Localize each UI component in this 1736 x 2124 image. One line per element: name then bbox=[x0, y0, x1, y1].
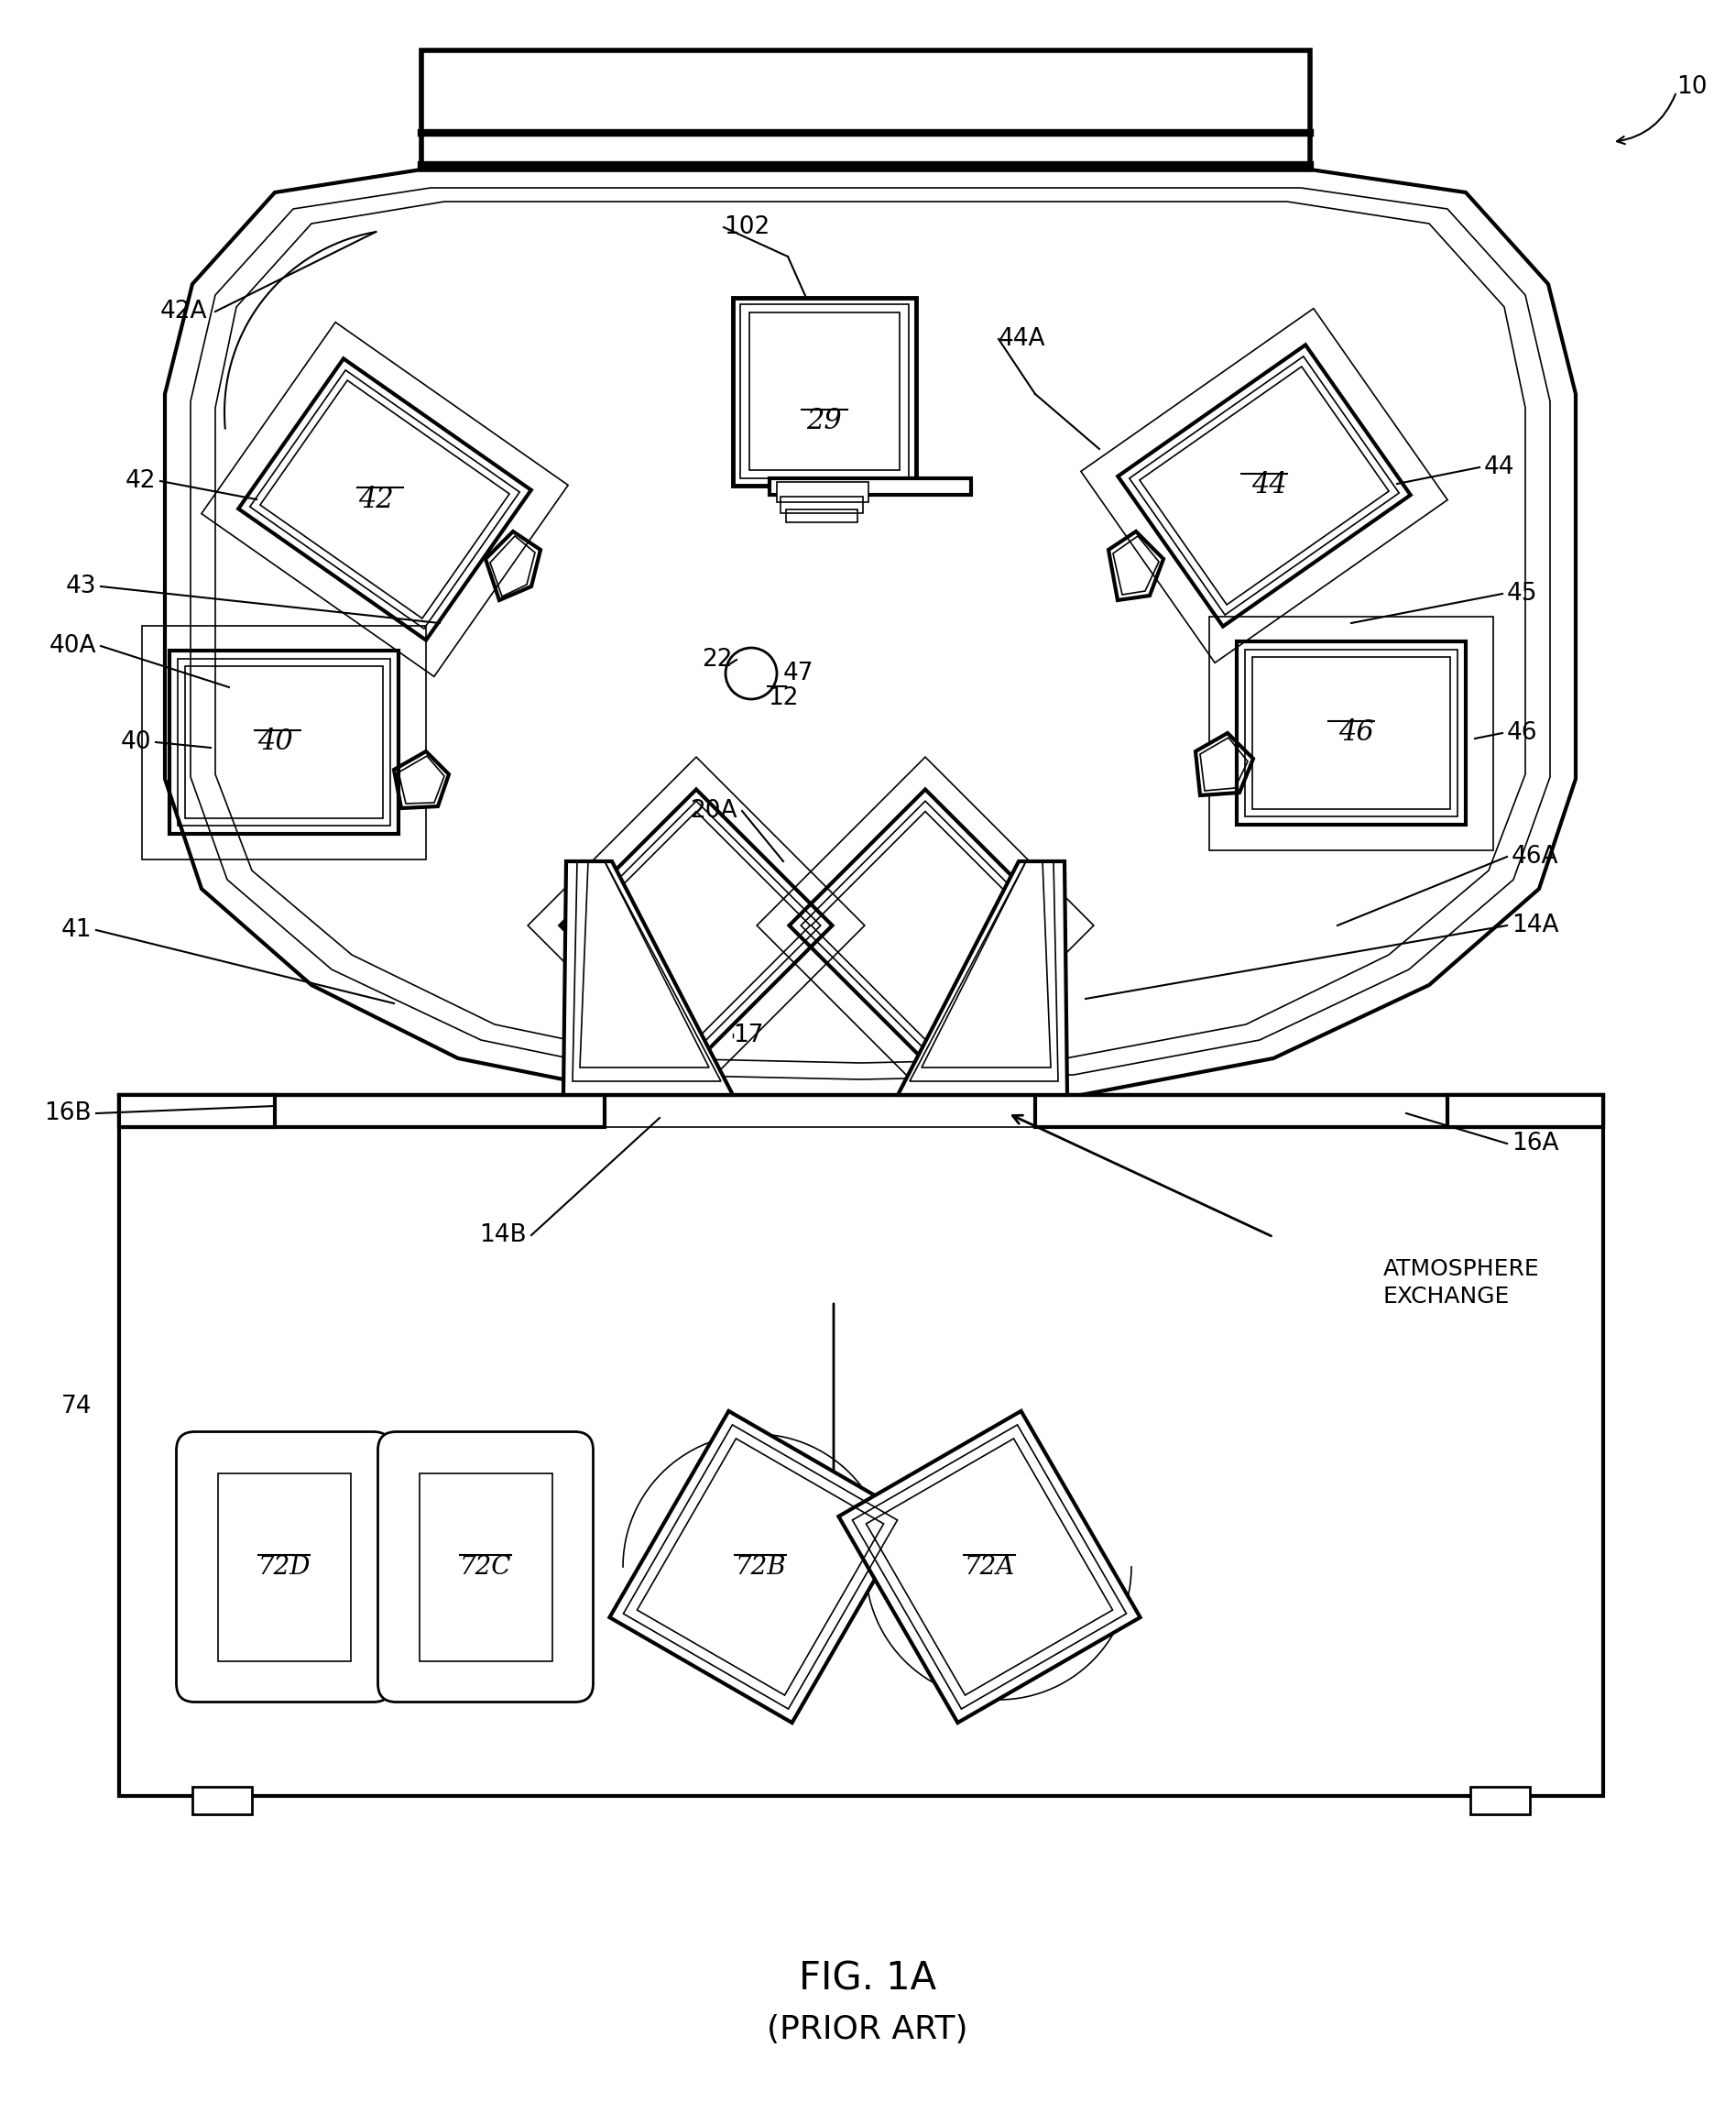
Bar bbox=[418, 1472, 552, 1661]
FancyBboxPatch shape bbox=[177, 1432, 392, 1701]
Bar bbox=[1448, 1096, 1602, 1128]
Text: 40: 40 bbox=[120, 731, 151, 754]
Text: 42: 42 bbox=[358, 484, 394, 514]
Text: (PRIOR ART): (PRIOR ART) bbox=[767, 2014, 969, 2045]
Polygon shape bbox=[564, 862, 733, 1096]
Bar bbox=[120, 1096, 1602, 1797]
Bar bbox=[120, 1096, 604, 1128]
Polygon shape bbox=[1196, 733, 1253, 794]
Text: 29: 29 bbox=[807, 408, 842, 435]
Bar bbox=[750, 312, 899, 469]
Polygon shape bbox=[838, 1410, 1141, 1723]
Text: 41: 41 bbox=[61, 918, 92, 941]
Text: FIG. 1A: FIG. 1A bbox=[799, 1960, 936, 1999]
Text: 16A: 16A bbox=[1512, 1132, 1559, 1155]
Text: 42A: 42A bbox=[160, 299, 208, 323]
Bar bbox=[1035, 1096, 1602, 1128]
FancyBboxPatch shape bbox=[378, 1432, 594, 1701]
Text: ATMOSPHERE: ATMOSPHERE bbox=[1384, 1257, 1540, 1281]
Text: 74: 74 bbox=[61, 1395, 92, 1419]
Text: 14B: 14B bbox=[479, 1223, 526, 1247]
Text: 44: 44 bbox=[1252, 472, 1286, 499]
Polygon shape bbox=[394, 752, 450, 809]
Bar bbox=[781, 497, 863, 514]
Text: 46A: 46A bbox=[1512, 845, 1559, 869]
Bar bbox=[786, 510, 858, 523]
Bar bbox=[120, 1096, 274, 1128]
Text: 20A: 20A bbox=[691, 799, 738, 822]
Text: 40: 40 bbox=[257, 729, 293, 756]
Text: 44A: 44A bbox=[998, 327, 1045, 350]
Bar bbox=[1470, 1786, 1529, 1814]
Text: 40A: 40A bbox=[49, 635, 95, 658]
Text: 17: 17 bbox=[733, 1024, 764, 1047]
Text: 46: 46 bbox=[1338, 718, 1373, 748]
Text: 43: 43 bbox=[66, 573, 95, 599]
Text: 22: 22 bbox=[701, 648, 733, 671]
Text: 72D: 72D bbox=[257, 1555, 311, 1580]
Bar bbox=[769, 478, 970, 495]
Text: 46: 46 bbox=[1507, 722, 1538, 746]
Bar bbox=[740, 304, 908, 478]
Text: 12: 12 bbox=[767, 686, 799, 709]
Text: 16B: 16B bbox=[45, 1102, 92, 1126]
Bar bbox=[733, 297, 917, 486]
Polygon shape bbox=[1109, 531, 1163, 601]
Text: 42: 42 bbox=[125, 469, 156, 493]
Text: EXCHANGE: EXCHANGE bbox=[1384, 1285, 1510, 1308]
Polygon shape bbox=[486, 531, 540, 601]
Bar bbox=[217, 1472, 351, 1661]
Text: 14A: 14A bbox=[1512, 913, 1559, 937]
Text: 72C: 72C bbox=[460, 1555, 512, 1580]
Text: 47: 47 bbox=[783, 661, 814, 686]
Bar bbox=[422, 51, 1311, 170]
Bar bbox=[776, 482, 868, 501]
Text: 10: 10 bbox=[1677, 74, 1706, 100]
Polygon shape bbox=[165, 170, 1576, 1100]
Polygon shape bbox=[898, 862, 1068, 1096]
Text: 45: 45 bbox=[1507, 582, 1538, 605]
Polygon shape bbox=[609, 1410, 911, 1723]
Text: 102: 102 bbox=[724, 215, 769, 240]
Text: 72A: 72A bbox=[963, 1555, 1014, 1580]
Text: 72B: 72B bbox=[734, 1555, 786, 1580]
Bar bbox=[193, 1786, 252, 1814]
Text: 44: 44 bbox=[1484, 455, 1516, 480]
